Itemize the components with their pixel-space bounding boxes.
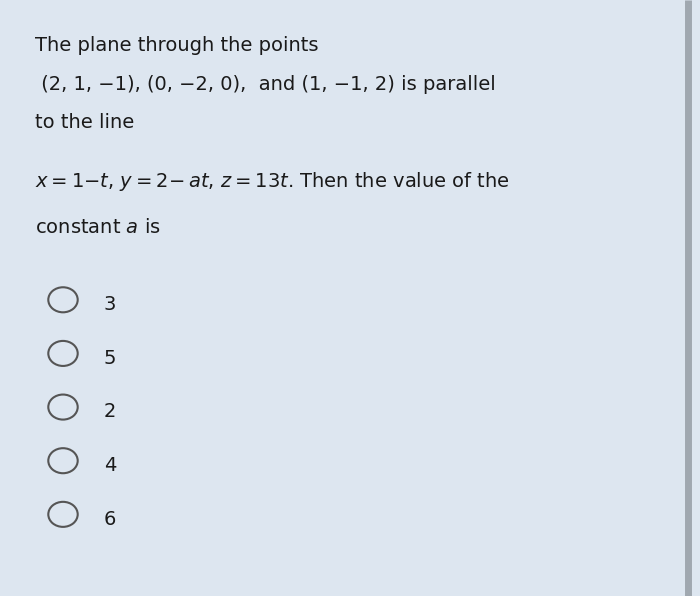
Text: 3: 3 [104,295,116,314]
Text: The plane through the points: The plane through the points [35,36,318,55]
Text: (2, 1, −1), (0, −2, 0),  and (1, −1, 2) is parallel: (2, 1, −1), (0, −2, 0), and (1, −1, 2) i… [35,74,496,94]
Text: $x$ = 1−$t$, $y$ = 2− $at$, $z$ = 13$t$. Then the value of the: $x$ = 1−$t$, $y$ = 2− $at$, $z$ = 13$t$.… [35,170,510,193]
Text: 6: 6 [104,510,116,529]
Text: 4: 4 [104,456,116,475]
Text: to the line: to the line [35,113,134,132]
Text: 5: 5 [104,349,116,368]
Text: 2: 2 [104,402,116,421]
Text: constant $a$ is: constant $a$ is [35,218,161,237]
